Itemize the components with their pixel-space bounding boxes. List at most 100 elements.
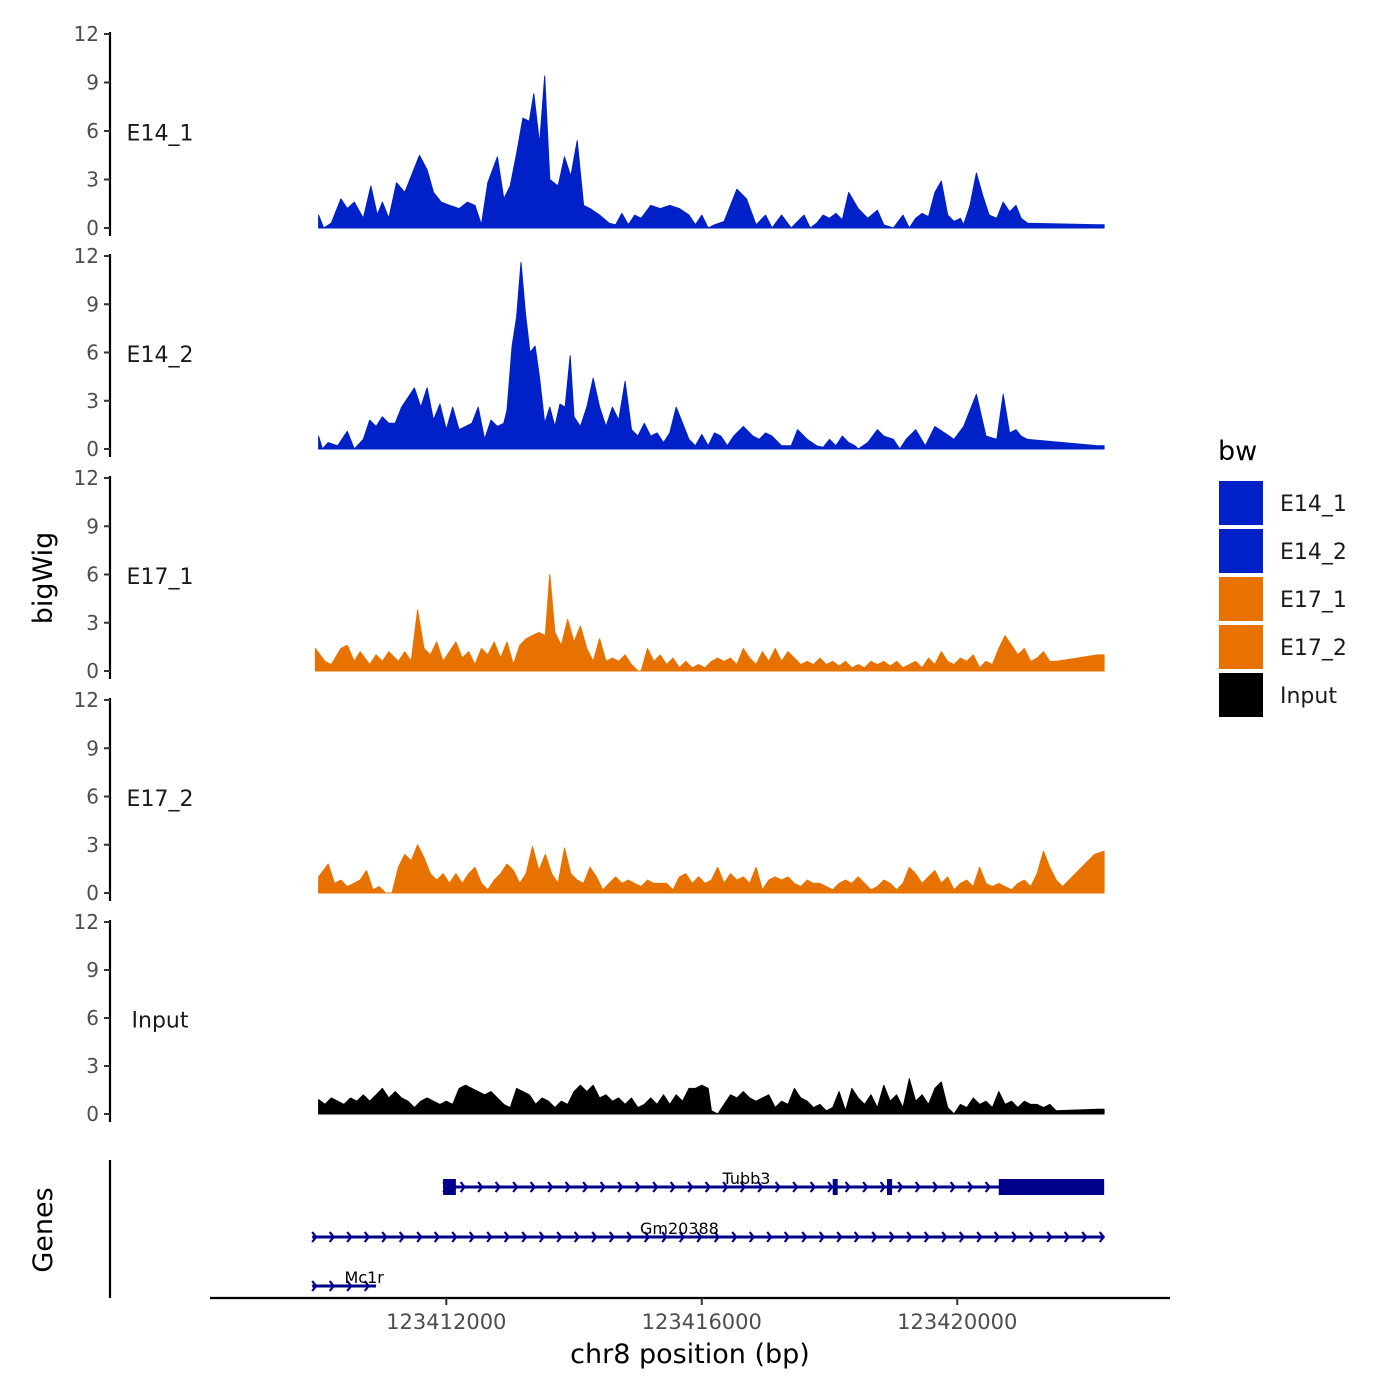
strand-arrow	[818, 1231, 826, 1243]
strand-arrow	[573, 1231, 581, 1243]
signal-tracks: 0 3 6 9 12 E14_1 0 3 6 9 12 E14_2 0 3 6 9 12 E17_1 0 3 6 9 12 E…	[74, 22, 1105, 1126]
legend-swatch	[1217, 671, 1265, 719]
strand-arrow	[363, 1231, 371, 1243]
strand-arrow	[923, 1231, 931, 1243]
strand-arrow	[521, 1231, 528, 1243]
strand-arrow	[774, 1181, 782, 1193]
strand-arrow	[547, 1181, 554, 1193]
strand-arrow	[906, 1231, 913, 1243]
strand-arrow	[477, 1181, 484, 1193]
exon	[886, 1179, 893, 1195]
strand-arrow	[941, 1231, 948, 1243]
strand-arrow	[704, 1181, 712, 1193]
strand-arrow	[538, 1231, 546, 1243]
gene-mc1r: Mc1r	[311, 1268, 385, 1292]
strand-arrow	[783, 1231, 791, 1243]
signal-area	[314, 574, 1105, 672]
strand-arrow	[976, 1231, 983, 1243]
strand-arrow	[897, 1181, 904, 1193]
strand-arrow	[739, 1181, 747, 1193]
strand-arrow	[748, 1231, 756, 1243]
y-tick-label: 12	[74, 22, 99, 46]
strand-arrow	[494, 1181, 502, 1193]
x-axis: 123412000 123416000 123420000	[210, 1296, 1170, 1334]
legend-item-e17-2: E17_2	[1217, 623, 1347, 671]
y-tick-label: 3	[86, 833, 99, 857]
legend: E14_1 E14_2 E17_1 E17_2 Input	[1217, 479, 1347, 719]
y-tick-label: 3	[86, 611, 99, 635]
strand-arrow	[827, 1181, 834, 1193]
track-input: 0 3 6 9 12 Input	[74, 910, 1105, 1126]
strand-arrow	[687, 1181, 694, 1193]
legend-label: E17_1	[1280, 588, 1347, 613]
legend-swatch	[1217, 575, 1265, 623]
strand-arrow	[862, 1181, 869, 1193]
strand-arrow	[984, 1181, 992, 1193]
strand-arrow	[722, 1181, 729, 1193]
strand-arrow	[459, 1181, 467, 1193]
y-tick-label: 9	[86, 514, 99, 538]
strand-arrow	[529, 1181, 537, 1193]
gene-label: Mc1r	[345, 1268, 385, 1287]
exon	[832, 1179, 838, 1195]
strand-arrow	[468, 1231, 476, 1243]
strand-arrow	[661, 1231, 668, 1243]
y-tick-label: 6	[86, 1006, 99, 1030]
strand-arrow	[1063, 1231, 1071, 1243]
strand-arrow	[801, 1231, 808, 1243]
signal-area	[318, 75, 1105, 229]
strand-arrow	[871, 1231, 878, 1243]
legend-item-e14-2: E14_2	[1217, 527, 1347, 575]
gene-gm20388: Gm20388	[311, 1219, 1106, 1243]
y-tick-label: 0	[86, 659, 99, 683]
strand-arrow	[433, 1231, 441, 1243]
strand-arrow	[731, 1231, 738, 1243]
strand-arrow	[853, 1231, 861, 1243]
y-tick-label: 0	[86, 1102, 99, 1126]
strand-arrow	[503, 1231, 511, 1243]
legend-swatch	[1217, 623, 1265, 671]
y-tick-label: 12	[74, 466, 99, 490]
legend-label: E14_2	[1280, 540, 1347, 565]
x-tick-label: 123416000	[642, 1310, 762, 1334]
y-axis-title: bigWig	[28, 532, 59, 625]
y-tick-label: 6	[86, 119, 99, 143]
strand-arrow	[512, 1181, 519, 1193]
legend-item-e14-1: E14_1	[1217, 479, 1347, 527]
y-tick-label: 3	[86, 389, 99, 413]
strand-arrow	[416, 1231, 423, 1243]
strand-arrow	[879, 1181, 887, 1193]
strand-arrow	[1081, 1231, 1088, 1243]
strand-arrow	[766, 1231, 773, 1243]
strand-arrow	[958, 1231, 966, 1243]
strand-arrow	[888, 1231, 896, 1243]
strand-arrow	[993, 1231, 1001, 1243]
y-tick-label: 9	[86, 292, 99, 316]
y-tick-label: 9	[86, 958, 99, 982]
strand-arrow	[599, 1181, 607, 1193]
y-tick-label: 6	[86, 785, 99, 809]
gene-label: Tubb3	[721, 1169, 770, 1188]
signal-area	[318, 844, 1105, 894]
strand-arrow	[582, 1181, 589, 1193]
strand-arrow	[328, 1280, 336, 1292]
strand-arrow	[626, 1231, 633, 1243]
strand-arrow	[608, 1231, 616, 1243]
track-e17-1: 0 3 6 9 12 E17_1	[74, 466, 1105, 683]
track-e14-2: 0 3 6 9 12 E14_2	[74, 244, 1105, 461]
strand-arrow	[696, 1231, 703, 1243]
strand-arrow	[1011, 1231, 1018, 1243]
strand-arrow	[1098, 1231, 1106, 1243]
y-tick-label: 3	[86, 168, 99, 192]
strand-arrow	[1028, 1231, 1036, 1243]
signal-area	[318, 1078, 1105, 1115]
strand-arrow	[311, 1280, 318, 1292]
strand-arrow	[669, 1181, 677, 1193]
strand-arrow	[967, 1181, 974, 1193]
strand-arrow	[949, 1181, 957, 1193]
y-tick-label: 0	[86, 881, 99, 905]
strand-arrow	[451, 1231, 458, 1243]
gene-tubb3: Tubb3	[442, 1169, 1105, 1195]
track-label: E17_1	[127, 565, 194, 590]
track-label: Input	[132, 1009, 189, 1034]
